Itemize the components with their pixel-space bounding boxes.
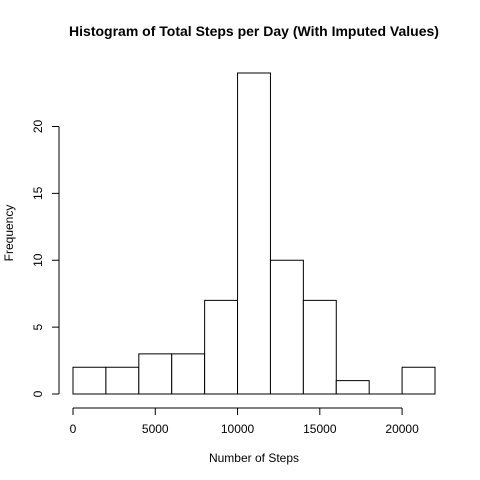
x-tick-label: 20000: [385, 422, 419, 436]
x-tick-label: 0: [70, 422, 77, 436]
histogram-bar-3: [171, 353, 206, 395]
histogram-bar-8: [335, 380, 370, 395]
histogram-bars: [72, 72, 436, 395]
x-tick-label: 15000: [303, 422, 337, 436]
y-axis: 0 5 10 15 20: [31, 120, 60, 397]
y-tick-label: 15: [31, 186, 45, 200]
x-tick-label: 10000: [221, 422, 255, 436]
x-axis: 0 5000 10000 15000 20000: [70, 407, 419, 436]
histogram-bar-2: [138, 353, 173, 395]
histogram-bar-1: [105, 366, 140, 395]
histogram-bar-7: [302, 299, 337, 395]
y-tick-label: 20: [31, 120, 45, 134]
y-axis-label: Frequency: [2, 205, 16, 262]
histogram-bar-6: [269, 259, 304, 395]
histogram-bar-0: [72, 366, 107, 395]
histogram-bar-10: [401, 366, 436, 395]
y-tick-label: 0: [31, 390, 45, 397]
chart-title: Histogram of Total Steps per Day (With I…: [69, 23, 439, 39]
y-tick-label: 10: [31, 253, 45, 267]
x-axis-label: Number of Steps: [209, 451, 299, 465]
histogram-bar-5: [237, 72, 271, 395]
y-tick-label: 5: [31, 323, 45, 330]
histogram-bar-4: [204, 299, 239, 395]
x-tick-label: 5000: [142, 422, 169, 436]
